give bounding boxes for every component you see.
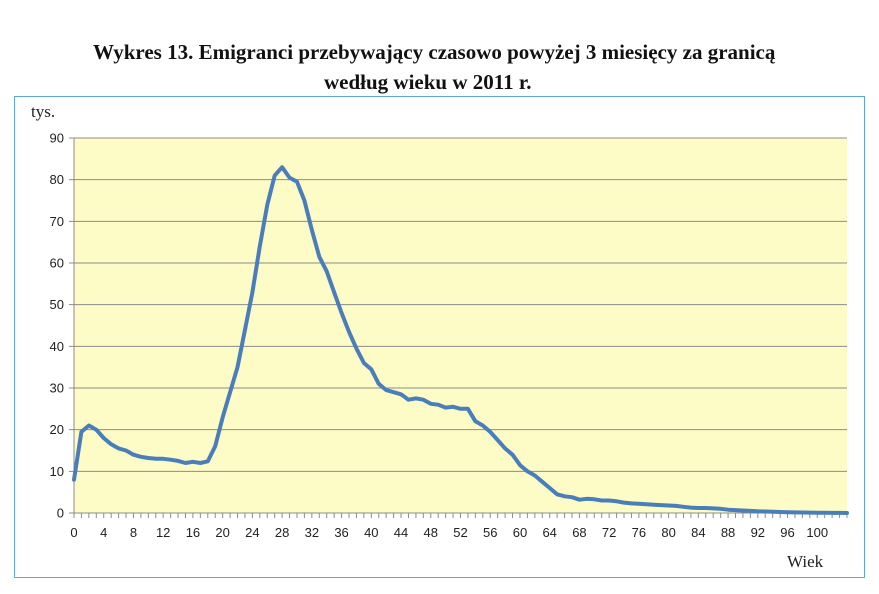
y-tick-label: 90 [50,131,64,146]
x-tick-label: 36 [334,525,348,540]
x-tick-label: 84 [691,525,705,540]
y-tick-label: 80 [50,172,64,187]
x-tick-label: 0 [70,525,77,540]
x-axis-label: Wiek [787,552,824,571]
y-tick-label: 50 [50,297,64,312]
chart-title-line-1: Wykres 13. Emigranci przebywający czasow… [93,40,776,64]
series-line [72,165,849,515]
y-tick-label: 70 [50,214,64,229]
x-tick-label: 28 [275,525,289,540]
chart-frame: 0 10 20 30 40 50 60 70 80 90 0 4 8 12 16 20 24 28 32 36 40 44… [14,96,865,578]
x-tick-label: 4 [100,525,107,540]
y-tick-label: 10 [50,464,64,479]
x-tick-label: 72 [602,525,616,540]
x-tick-label: 56 [483,525,497,540]
x-tick-label: 44 [394,525,408,540]
x-tick-label: 92 [751,525,765,540]
x-tick-label: 12 [156,525,170,540]
x-tick-label: 40 [364,525,378,540]
x-tick-label: 16 [186,525,200,540]
x-tick-label: 96 [780,525,794,540]
x-tick-label: 32 [305,525,319,540]
y-axis-label: tys. [31,102,55,121]
x-tick-label: 88 [721,525,735,540]
y-tick-label: 0 [57,506,64,521]
x-tick-label: 60 [513,525,527,540]
x-tick-label: 76 [632,525,646,540]
chart-title-line-2: według wieku w 2011 r. [324,70,532,94]
x-tick-label: 24 [245,525,259,540]
y-tick-label: 60 [50,256,64,271]
x-tick-label: 48 [424,525,438,540]
y-tick-label: 20 [50,422,64,437]
x-tick-label: 100 [806,525,828,540]
x-tick-label: 8 [130,525,137,540]
x-tick-label: 20 [215,525,229,540]
y-tick-label: 40 [50,339,64,354]
x-tick-label: 52 [453,525,467,540]
x-tick-label: 80 [661,525,675,540]
plot-area [74,138,847,513]
x-tick-label: 68 [572,525,586,540]
x-tick-label: 64 [542,525,556,540]
y-tick-label: 30 [50,381,64,396]
